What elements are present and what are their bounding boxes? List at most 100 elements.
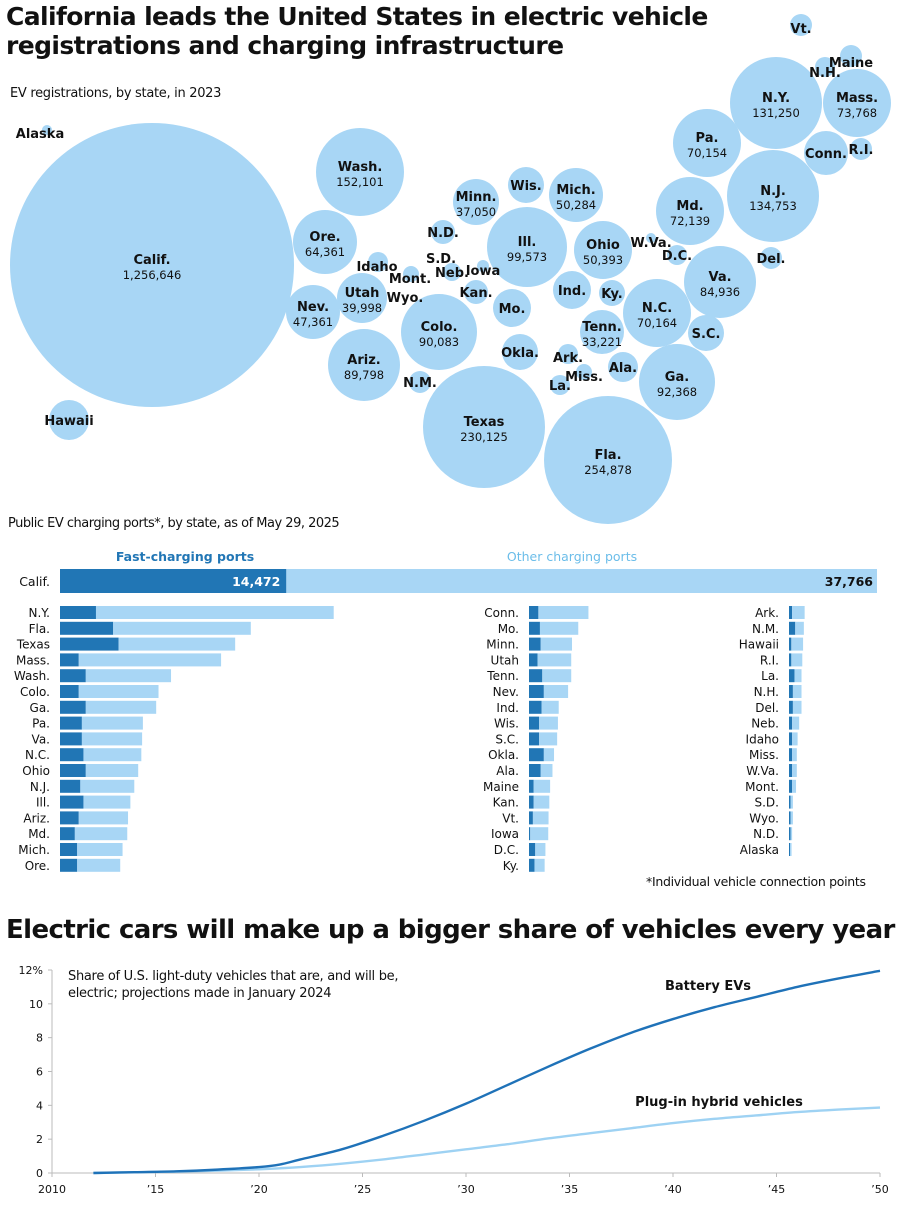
bar-other-iowa <box>530 827 549 841</box>
y-tick-label: 6 <box>36 1066 43 1079</box>
bubble-label-nh: N.H. <box>809 66 841 81</box>
bar-label-ny: N.Y. <box>28 606 50 620</box>
bar-label-ky: Ky. <box>503 859 519 873</box>
bar-other-la <box>794 669 802 683</box>
bar-label-ohio: Ohio <box>22 764 50 778</box>
y-tick-label: 12% <box>19 964 43 977</box>
series-label-plug-in-hybrids: Plug-in hybrid vehicles <box>635 1095 803 1110</box>
bar-fast-va <box>60 732 82 746</box>
bar-other-ky <box>534 858 545 872</box>
bar-other-ny <box>95 606 334 619</box>
bar-fast-tenn <box>529 669 543 683</box>
bubble-label-tenn: Tenn. <box>582 320 621 335</box>
bubble-nev <box>286 285 340 339</box>
bar-label-tenn: Tenn. <box>486 669 519 683</box>
bubble-label-mass: Mass. <box>836 91 878 106</box>
bar-other-sc <box>539 732 558 746</box>
bubble-ill <box>487 207 567 287</box>
projection-title: Electric cars will make up a bigger shar… <box>6 915 895 945</box>
bar-fast-del <box>789 700 793 714</box>
line-battery-evs <box>93 969 881 1175</box>
bar-other-mo <box>539 621 579 635</box>
bubble-label-ala: Ala. <box>609 361 637 376</box>
x-tick-label: ’50 <box>871 1183 889 1196</box>
bar-other-hawaii <box>791 637 804 651</box>
bar-fast-wva <box>789 764 793 777</box>
bubble-label-mont: Mont. <box>389 272 431 287</box>
bar-fast-ny <box>60 606 96 619</box>
bubble-value-ore: 64,361 <box>305 245 345 259</box>
bubble-wis <box>508 167 544 203</box>
bubble-value-colo: 90,083 <box>419 335 459 349</box>
bar-fast-conn <box>529 606 539 619</box>
bubble-pa <box>673 109 741 177</box>
bar-fast-neb <box>789 716 793 730</box>
bar-label-la: La. <box>761 669 779 683</box>
bubble-hawaii <box>49 400 89 440</box>
bar-other-nev <box>543 685 569 698</box>
bar-label-md: Md. <box>28 827 50 841</box>
bubble-label-conn: Conn. <box>805 147 847 162</box>
bubble-label-ga: Ga. <box>665 370 689 385</box>
bubble-minn <box>453 179 499 225</box>
bubble-label-ri: R.I. <box>849 143 874 158</box>
bar-label-mont: Mont. <box>745 780 779 794</box>
bar-other-nc <box>83 748 142 762</box>
bar-other-ri <box>791 653 803 667</box>
bubble-del <box>760 247 782 269</box>
bubble-okla <box>502 334 538 370</box>
bar-label-neb: Neb. <box>751 717 779 731</box>
bar-other-utah <box>537 653 572 667</box>
bar-other-wva <box>792 764 797 777</box>
bar-other-va <box>81 732 143 746</box>
bubble-value-calif: 1,256,646 <box>123 268 182 282</box>
bubble-label-ky: Ky. <box>601 287 622 302</box>
bubble-neb <box>443 263 461 281</box>
bar-fast-utah <box>529 653 538 667</box>
bubble-md <box>656 177 724 245</box>
bar-other-ariz <box>78 811 129 825</box>
bubble-ohio <box>574 221 632 279</box>
bar-other-maine <box>533 779 551 793</box>
bubble-label-iowa: Iowa <box>466 264 501 279</box>
bar-other-wyo <box>790 811 793 825</box>
bubble-la <box>550 375 570 395</box>
bubble-value-nc: 70,164 <box>637 316 677 330</box>
bar-label-wyo: Wyo. <box>749 811 779 825</box>
bar-label-ind: Ind. <box>496 701 519 715</box>
bar-other-ind <box>541 700 559 714</box>
bar-label-alaska: Alaska <box>740 843 779 857</box>
bar-other-ohio <box>85 764 139 777</box>
bubble-label-texas: Texas <box>464 415 505 430</box>
bubble-fla <box>544 396 672 524</box>
bubble-colo <box>401 294 477 370</box>
bubble-label-colo: Colo. <box>421 320 458 335</box>
bubble-label-kan: Kan. <box>459 286 492 301</box>
bubble-label-nc: N.C. <box>642 301 672 316</box>
ports-chart-subtitle: Public EV charging ports*, by state, as … <box>8 516 340 531</box>
bubble-mont <box>403 266 419 282</box>
bubble-value-tenn: 33,221 <box>582 335 622 349</box>
bar-fast-wyo <box>789 811 791 825</box>
bubble-label-wash: Wash. <box>338 160 383 175</box>
bar-fast-wash <box>60 669 86 683</box>
bubble-label-miss: Miss. <box>565 370 603 385</box>
y-tick-label: 0 <box>36 1167 43 1180</box>
bar-label-conn: Conn. <box>484 606 519 620</box>
bar-other-del <box>792 700 802 714</box>
bubble-value-ny: 131,250 <box>752 106 800 120</box>
bar-other-ore <box>77 858 121 872</box>
bar-fast-fla <box>60 621 114 635</box>
bar-label-colo: Colo. <box>20 685 50 699</box>
bar-label-ill: Ill. <box>36 796 50 810</box>
bar-fast-calif <box>60 569 287 593</box>
bar-label-sc: S.C. <box>495 732 519 746</box>
bubble-label-wis: Wis. <box>510 179 541 194</box>
bubble-label-va: Va. <box>708 270 731 285</box>
bar-fast-texas <box>60 637 119 651</box>
bubble-value-md: 72,139 <box>670 214 710 228</box>
bubble-label-nd: N.D. <box>427 226 459 241</box>
bubble-label-mich: Mich. <box>556 183 595 198</box>
bubble-label-okla: Okla. <box>501 346 539 361</box>
bubble-kan <box>464 280 488 304</box>
